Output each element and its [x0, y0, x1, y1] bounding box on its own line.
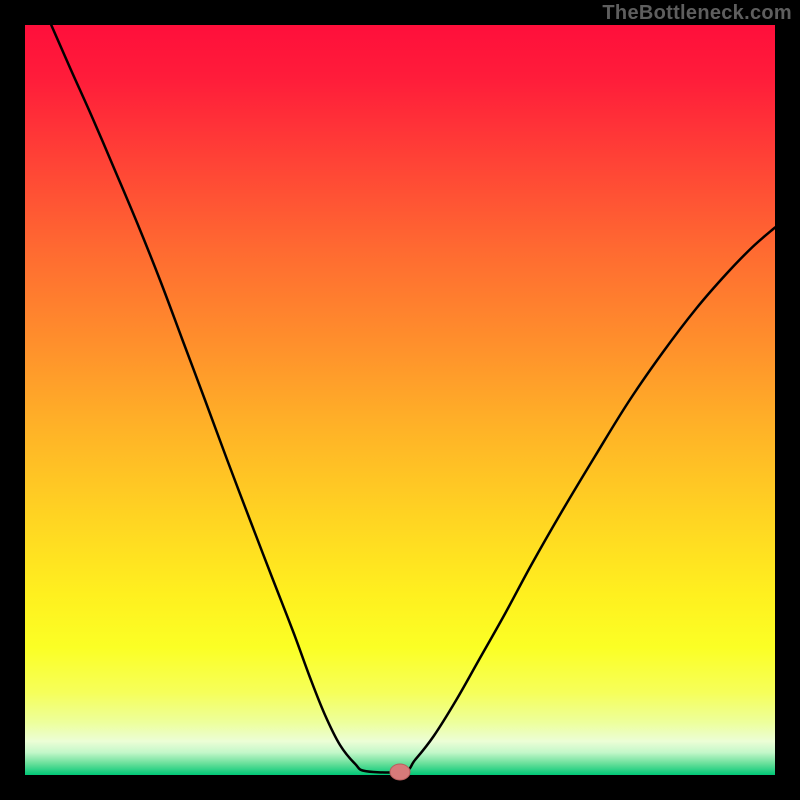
chart-container: TheBottleneck.com [0, 0, 800, 800]
optimal-point-marker [390, 764, 410, 780]
chart-svg [0, 0, 800, 800]
gradient-background [25, 25, 775, 775]
watermark-text: TheBottleneck.com [602, 2, 792, 25]
